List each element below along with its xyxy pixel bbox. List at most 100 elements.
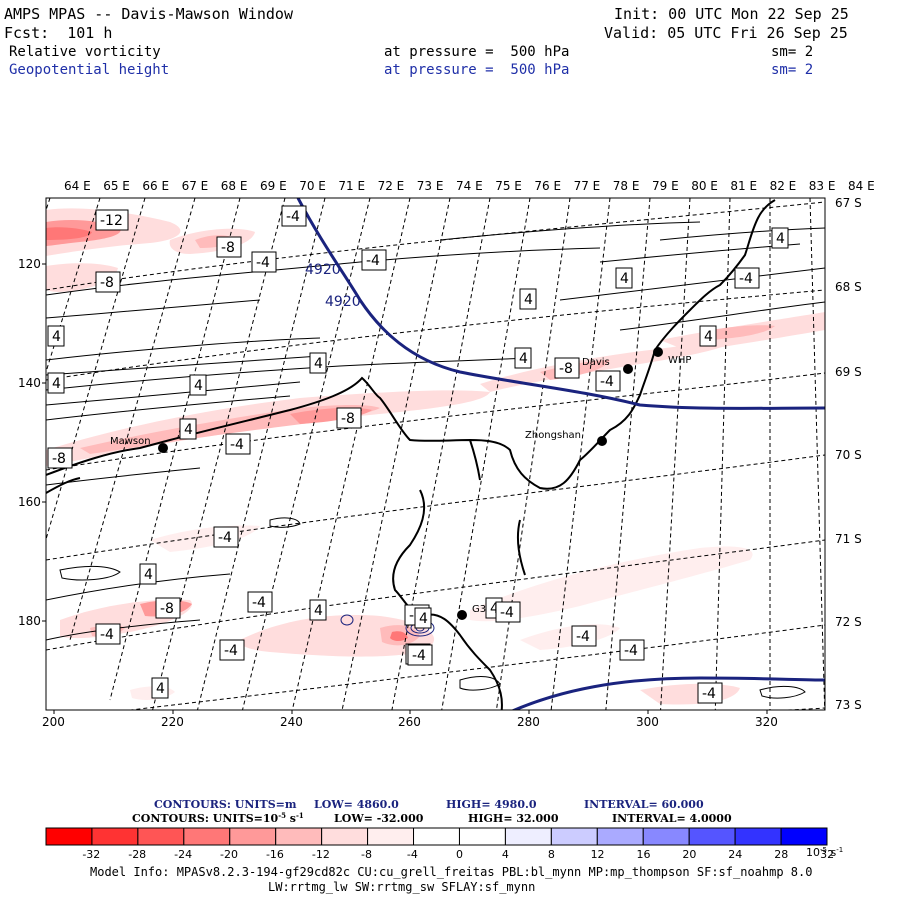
longitude-label: 72 E	[378, 179, 405, 193]
colorbar	[45, 827, 828, 846]
height-label: 4920	[325, 294, 361, 310]
height-contours	[296, 198, 825, 710]
vorticity-label-box	[47, 447, 73, 469]
colorbar-label: -24	[174, 848, 192, 861]
colorbar-swatch	[688, 827, 736, 846]
vorticity-label-box	[47, 372, 65, 394]
colorbar-label: 12	[591, 848, 605, 861]
longitude-label: 67 E	[182, 179, 209, 193]
station-marker-davis	[623, 364, 633, 374]
vorticity-label: 4	[490, 601, 499, 617]
vorticity-label: 4	[156, 681, 165, 697]
latitude-label: 68 S	[835, 280, 862, 294]
vorticity-label-box	[734, 267, 760, 289]
x-tick-label: 300	[636, 715, 659, 729]
longitude-label: 79 E	[652, 179, 679, 193]
vorticity-label-box	[179, 418, 197, 440]
colorbar-label: -8	[361, 848, 372, 861]
vorticity-label-box	[251, 251, 277, 273]
colorbar-units: 10-5 s-1	[806, 846, 843, 859]
colorbar-swatch	[504, 827, 552, 846]
map-panel	[46, 198, 825, 710]
colorbar-label: -16	[266, 848, 284, 861]
longitude-grid	[46, 198, 825, 710]
vorticity-label-box	[554, 357, 580, 379]
vorticity-label-box	[514, 347, 532, 369]
vorticity-label-box	[189, 374, 207, 396]
height-label: 4920	[305, 262, 341, 278]
latitude-label: 71 S	[835, 532, 862, 546]
vorticity-label-box	[414, 607, 432, 629]
legend-vort-contours: CONTOURS: UNITS=10-5 s-1	[132, 811, 304, 826]
vorticity-label: -8	[559, 361, 573, 377]
legend-height-contours: CONTOURS: UNITS=m	[154, 798, 297, 811]
colorbar-swatch	[91, 827, 139, 846]
legend-vort-interval: INTERVAL= 4.0000	[612, 812, 732, 825]
vorticity-label: -4	[256, 255, 270, 271]
vorticity-label: -8	[160, 601, 174, 617]
colorbar-label: 0	[456, 848, 463, 861]
station-label-mawson: Mawson	[110, 436, 151, 447]
vorticity-label-box	[336, 407, 362, 429]
vorticity-label-box	[619, 639, 645, 661]
field2-name: Geopotential height	[9, 62, 170, 78]
vorticity-label-box	[309, 352, 327, 374]
vorticity-label-box	[281, 205, 307, 227]
vorticity-label-box	[595, 370, 621, 392]
latitude-label: 72 S	[835, 615, 862, 629]
longitude-label: 74 E	[456, 179, 483, 193]
colorbar-label: 16	[636, 848, 650, 861]
vorticity-label: 4	[314, 603, 323, 619]
legend-vort-low: LOW= -32.000	[334, 812, 424, 825]
x-axis-ticks: 200 220 240 260 280 300 320	[42, 710, 778, 729]
latitude-label: 73 S	[835, 698, 862, 712]
longitude-label: 66 E	[142, 179, 169, 193]
station-label-zhongshan: Zhongshan	[525, 430, 581, 441]
x-tick-label: 240	[280, 715, 303, 729]
vorticity-label: -4	[600, 374, 614, 390]
plot-title: AMPS MPAS -- Davis-Mawson Window	[4, 5, 293, 23]
colorbar-swatch	[321, 827, 369, 846]
latitude-labels: 67 S 68 S 69 S 70 S 71 S 72 S 73 S	[835, 196, 862, 712]
x-tick-label: 260	[398, 715, 421, 729]
vorticity-label: 4	[704, 329, 713, 345]
colorbar-labels: -32 -28 -24 -20 -16 -12 -8 -4 0 4 8 12 16 20 24 28 32	[82, 848, 834, 861]
vorticity-label: 4	[524, 292, 533, 308]
vorticity-label: -4	[500, 605, 514, 621]
vorticity-label: 4	[194, 378, 203, 394]
vorticity-label-box	[151, 677, 169, 699]
vorticity-label: -8	[52, 451, 66, 467]
vorticity-label: -4	[624, 643, 638, 659]
vorticity-label-box	[216, 236, 242, 258]
longitude-label: 84 E	[848, 179, 875, 193]
vorticity-label-box	[225, 433, 251, 455]
colorbar-label: 24	[728, 848, 742, 861]
vorticity-label-box	[699, 325, 717, 347]
longitude-label: 69 E	[260, 179, 287, 193]
longitude-label: 65 E	[103, 179, 130, 193]
colorbar-label: 4	[502, 848, 509, 861]
colorbar-swatch	[642, 827, 690, 846]
colorbar-label: -32	[82, 848, 100, 861]
colorbar-swatch	[550, 827, 598, 846]
vorticity-label: -4	[739, 271, 753, 287]
vorticity-label-box	[615, 267, 633, 289]
y-tick-label: 140	[18, 376, 41, 390]
x-tick-label: 200	[42, 715, 65, 729]
colorbar-label: -4	[407, 848, 418, 861]
vorticity-label-box	[213, 526, 239, 548]
vorticity-label: -4	[100, 627, 114, 643]
colorbar-swatch	[780, 827, 828, 846]
colorbar-label: -28	[128, 848, 146, 861]
vorticity-label: -8	[100, 275, 114, 291]
longitude-label: 71 E	[338, 179, 365, 193]
colorbar-label: -20	[220, 848, 238, 861]
legend-vort-high: HIGH= 32.000	[468, 812, 559, 825]
station-label-g3: G3	[472, 604, 486, 615]
longitude-label: 83 E	[809, 179, 836, 193]
colorbar-swatch	[458, 827, 506, 846]
vorticity-label: -4	[366, 253, 380, 269]
colorbar-swatch	[183, 827, 231, 846]
vorticity-label-box	[407, 644, 433, 666]
vorticity-label: -4	[702, 686, 716, 702]
